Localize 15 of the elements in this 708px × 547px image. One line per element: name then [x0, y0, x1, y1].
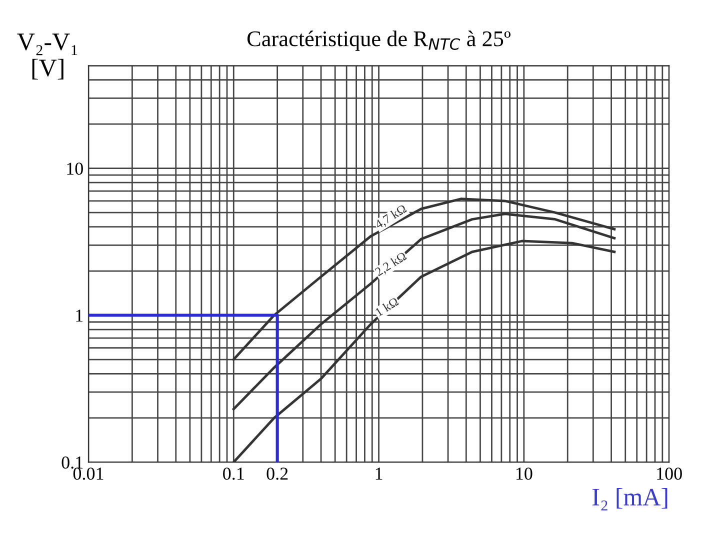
x-tick-label: 100	[657, 468, 682, 480]
x-axis-title: I₂ [mA]	[592, 488, 668, 510]
x-tick-label: 0.2	[266, 468, 288, 480]
text: 1 kΩ	[374, 296, 399, 316]
text: 2,2 kΩ	[374, 251, 408, 278]
y-tick-label: 10	[67, 162, 83, 175]
y-tick-label: 1	[76, 310, 83, 322]
x-tick-label: 10	[516, 468, 532, 480]
text: 4,7 kΩ	[374, 204, 408, 231]
x-tick-label: 0.1	[223, 468, 244, 480]
y-axis-title: V₂-V₁ [V]	[17, 34, 78, 80]
chart-title: Caractéristique de R$_{NTC}$ à 25º	[247, 30, 510, 51]
x-tick-label: 1	[376, 468, 382, 480]
y-tick-label: 0.1	[62, 456, 83, 469]
x-tick-label: 0.01	[73, 468, 104, 480]
